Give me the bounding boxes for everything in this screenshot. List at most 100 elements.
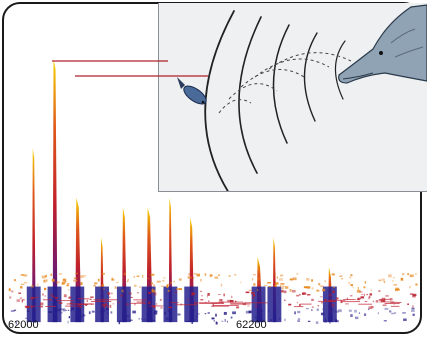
noise-speck <box>333 286 335 288</box>
noise-speck <box>407 303 409 305</box>
noise-speck <box>228 275 231 277</box>
noise-speck <box>360 296 364 299</box>
noise-speck <box>279 278 283 281</box>
noise-speck <box>166 285 169 288</box>
noise-speck <box>8 288 11 291</box>
noise-speck <box>20 286 23 289</box>
noise-speck <box>358 312 361 314</box>
noise-speck <box>322 288 326 292</box>
noise-speck <box>164 311 166 315</box>
click-burst-base <box>267 286 282 323</box>
noise-speck <box>303 286 308 289</box>
noise-speck <box>68 297 71 299</box>
noise-speck <box>160 307 163 309</box>
noise-speck <box>391 312 395 315</box>
noise-speck <box>393 312 397 314</box>
noise-speck <box>361 294 364 296</box>
noise-speck <box>331 273 335 276</box>
noise-speck <box>328 293 332 297</box>
noise-speck <box>211 317 215 320</box>
noise-speck <box>101 283 105 287</box>
noise-speck <box>275 282 279 285</box>
noise-speck <box>97 278 100 282</box>
noise-speck <box>392 277 395 279</box>
echolocation-drawing <box>177 4 427 191</box>
noise-speck <box>305 308 309 310</box>
noise-speck <box>50 273 53 277</box>
noise-speck <box>209 274 213 277</box>
noise-speck <box>297 310 301 314</box>
noise-speck <box>124 311 127 313</box>
noise-speck <box>214 276 219 279</box>
noise-speck <box>411 307 415 310</box>
noise-streak <box>244 302 268 304</box>
noise-speck <box>142 274 144 278</box>
noise-speck <box>167 289 170 292</box>
noise-speck <box>79 315 82 319</box>
noise-speck <box>253 283 256 286</box>
noise-speck <box>324 318 327 321</box>
noise-speck <box>223 293 225 297</box>
noise-speck <box>315 321 319 324</box>
noise-speck <box>166 283 170 286</box>
noise-speck <box>46 279 48 282</box>
noise-speck <box>381 299 386 302</box>
noise-speck <box>230 295 233 299</box>
noise-streak <box>230 303 251 305</box>
x-tick-label-mid: 62200 <box>236 319 267 331</box>
noise-speck <box>311 287 314 290</box>
noise-speck <box>134 284 137 287</box>
noise-speck <box>388 274 392 278</box>
noise-speck <box>252 277 254 281</box>
noise-speck <box>127 280 129 283</box>
noise-speck <box>288 303 292 306</box>
noise-speck <box>316 308 319 311</box>
noise-speck <box>75 280 78 282</box>
noise-speck <box>165 317 169 321</box>
noise-speck <box>329 321 331 324</box>
noise-speck <box>82 314 86 317</box>
noise-speck <box>200 279 202 282</box>
noise-speck <box>368 297 370 300</box>
noise-speck <box>42 293 44 296</box>
noise-speck <box>148 292 151 294</box>
noise-speck <box>368 295 371 299</box>
noise-speck <box>384 307 389 310</box>
noise-speck <box>368 308 370 311</box>
noise-speck <box>280 282 285 285</box>
noise-speck <box>186 299 189 302</box>
background-noise <box>8 272 418 325</box>
noise-speck <box>281 290 284 293</box>
noise-speck <box>318 283 321 286</box>
noise-speck <box>357 297 361 300</box>
noise-speck <box>191 292 195 296</box>
noise-speck <box>175 291 177 293</box>
noise-speck <box>296 301 299 304</box>
noise-speck <box>348 309 352 312</box>
noise-speck <box>407 272 409 276</box>
noise-speck <box>292 290 296 293</box>
noise-speck <box>195 318 197 321</box>
noise-speck <box>101 303 106 307</box>
noise-speck <box>350 314 353 317</box>
noise-speck <box>357 287 359 290</box>
noise-streak <box>45 305 56 307</box>
noise-speck <box>232 311 236 315</box>
noise-speck <box>150 273 155 276</box>
click-burst-base <box>163 286 178 323</box>
noise-speck <box>118 320 122 322</box>
noise-speck <box>307 294 311 296</box>
noise-speck <box>256 321 259 324</box>
noise-speck <box>349 276 351 279</box>
noise-speck <box>192 309 195 313</box>
noise-speck <box>227 299 231 302</box>
noise-speck <box>67 320 69 324</box>
noise-speck <box>236 306 240 309</box>
noise-speck <box>299 303 301 307</box>
noise-speck <box>330 307 333 310</box>
noise-speck <box>127 319 131 321</box>
noise-speck <box>164 311 167 315</box>
noise-speck <box>229 300 234 303</box>
noise-speck <box>82 314 85 317</box>
noise-speck <box>383 320 387 322</box>
